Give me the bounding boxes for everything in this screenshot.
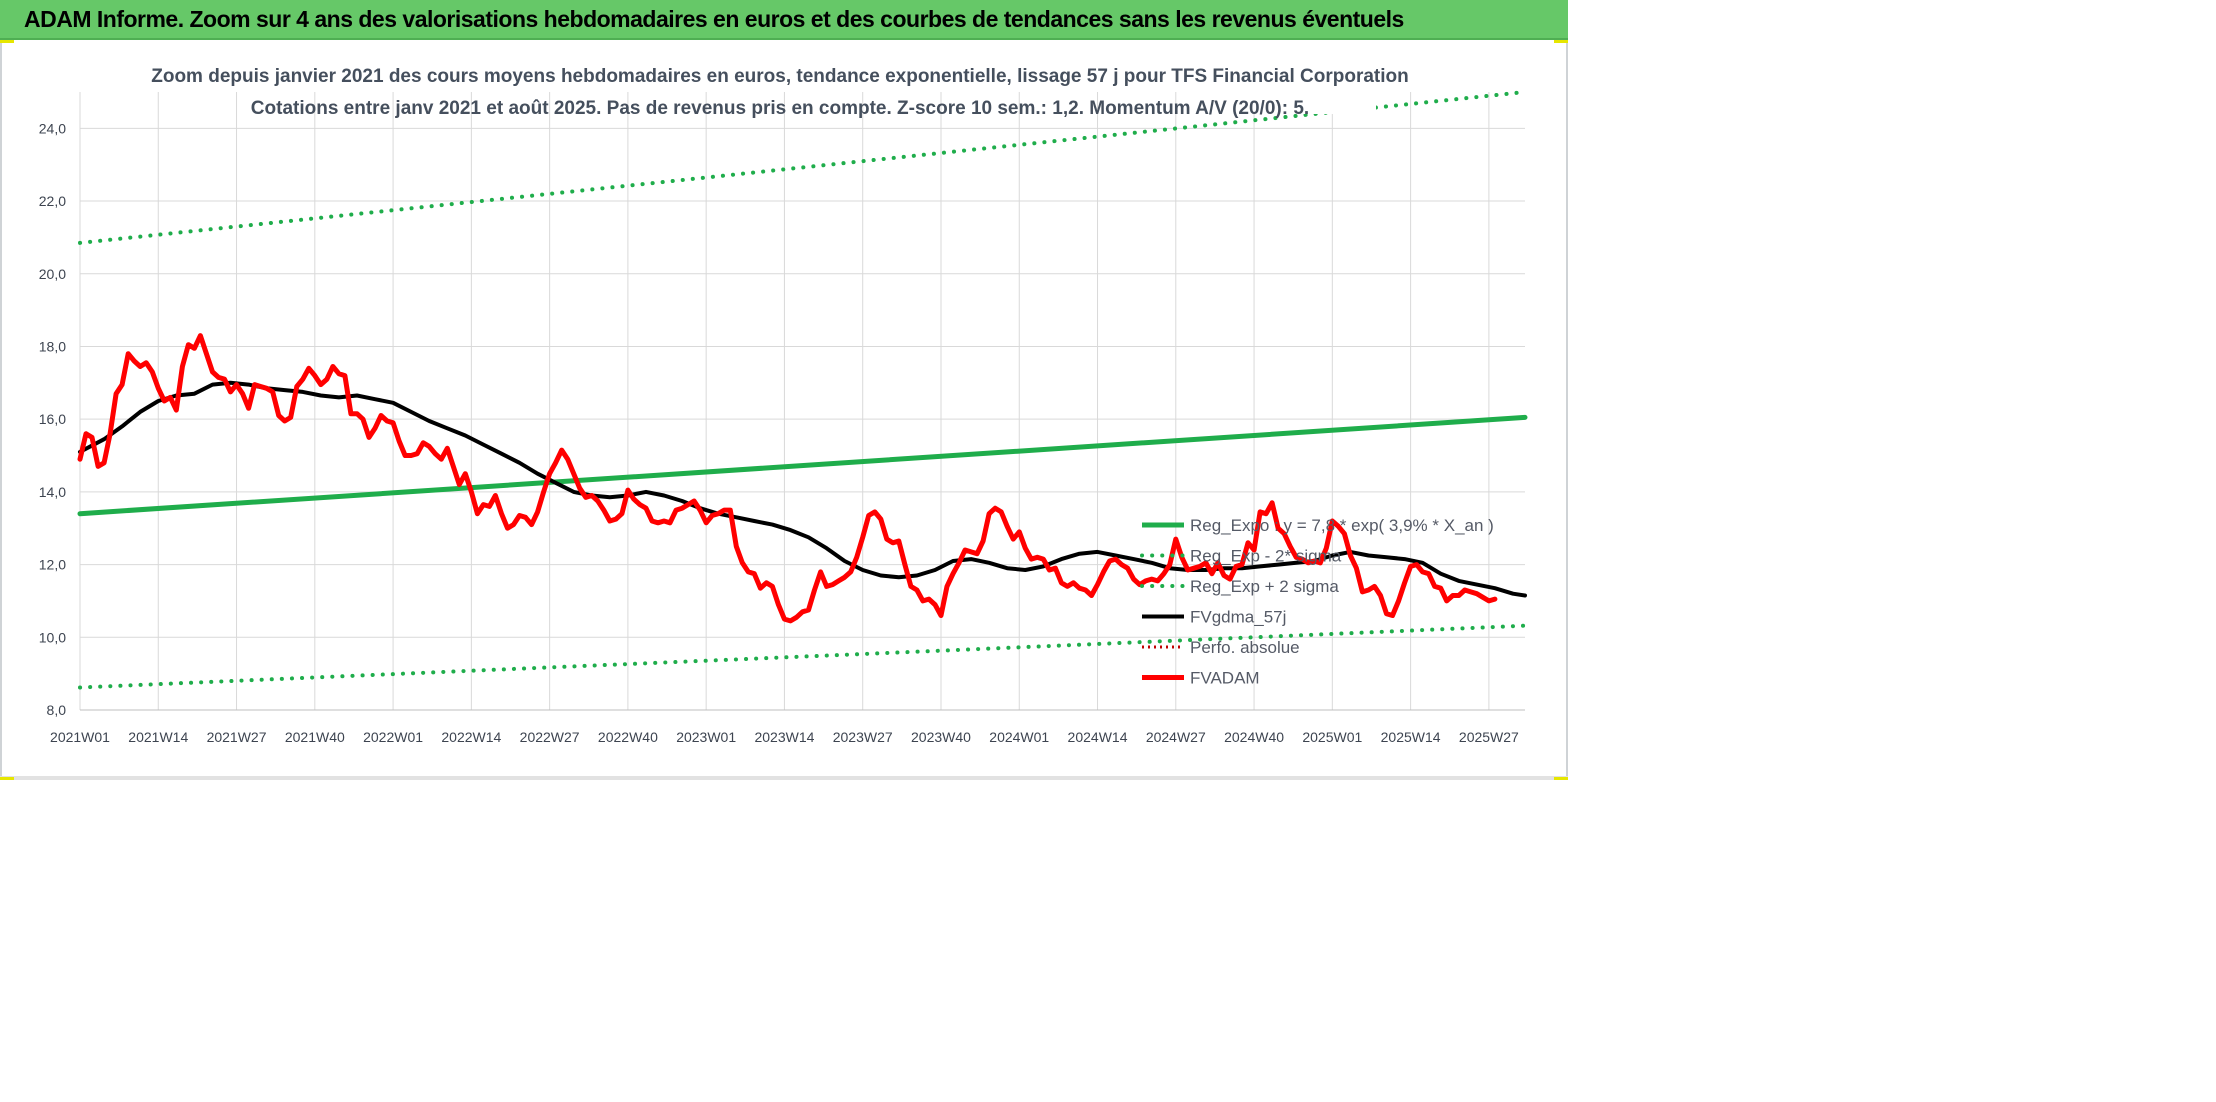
series-line-5 [77,333,1498,624]
x-axis: 2021W01 2021W14 2021W27 2021W40 2022W01 2022W… [50,729,1519,745]
y-tick-label: 10,0 [39,629,66,645]
left-border [0,40,2,780]
y-tick-label: 14,0 [39,484,66,500]
grid [79,92,1525,711]
legend-label: Reg_Exp - 2* sigma [1190,547,1342,566]
banner: ADAM Informe. Zoom sur 4 ans des valoris… [0,0,1568,40]
legend: Reg_Expo : y = 7,8 * exp( 3,9% * X_an ) R… [1140,516,1494,688]
corner-mark [1554,777,1568,780]
y-axis: 8,0 10,0 12,0 14,0 16,0 18,0 20,0 22,0 24,0 [39,120,66,718]
legend-label: Reg_Exp + 2 sigma [1190,577,1339,596]
legend-label: FVgdma_57j [1190,608,1286,627]
bottom-border [0,776,1568,780]
corner-mark [0,40,14,43]
y-tick-label: 20,0 [39,266,66,282]
chart-subtitle: Cotations entre janv 2021 et août 2025. … [251,98,1309,119]
series-line-3 [78,380,1527,598]
x-tick-label: 2021W01 [50,729,110,745]
x-tick-label: 2025W27 [1459,729,1519,745]
x-tick-label: 2024W40 [1224,729,1284,745]
x-tick-label: 2023W01 [676,729,736,745]
x-tick-label: 2025W01 [1302,729,1362,745]
right-border [1566,40,1568,780]
x-tick-label: 2022W40 [598,729,658,745]
x-tick-label: 2024W27 [1146,729,1206,745]
y-tick-label: 12,0 [39,557,66,573]
x-tick-label: 2022W01 [363,729,423,745]
y-tick-label: 16,0 [39,411,66,427]
x-tick-label: 2021W27 [207,729,267,745]
y-tick-label: 18,0 [39,338,66,354]
corner-mark [1554,40,1568,43]
x-tick-label: 2021W40 [285,729,345,745]
x-tick-label: 2023W40 [911,729,971,745]
x-tick-label: 2025W14 [1381,729,1441,745]
line-chart: Zoom depuis janvier 2021 des cours moyen… [39,66,1528,745]
x-tick-label: 2024W01 [989,729,1049,745]
y-tick-label: 24,0 [39,120,66,136]
banner-title: ADAM Informe. Zoom sur 4 ans des valoris… [24,6,1404,32]
x-tick-label: 2022W14 [441,729,501,745]
chart-title: Zoom depuis janvier 2021 des cours moyen… [151,66,1409,87]
series-line-0 [77,414,1528,517]
x-tick-label: 2021W14 [128,729,188,745]
legend-label: Perfo. absolue [1190,638,1300,657]
x-tick-label: 2022W27 [520,729,580,745]
legend-label: FVADAM [1190,669,1260,688]
series-layer [77,90,1528,690]
chart-frame: ADAM Informe. Zoom sur 4 ans des valoris… [0,0,1568,780]
y-tick-label: 22,0 [39,193,66,209]
series-line-1 [78,623,1527,690]
x-tick-label: 2023W27 [833,729,893,745]
series-line-2 [78,90,1527,245]
x-tick-label: 2024W14 [1068,729,1128,745]
title-mask [1236,70,1376,114]
legend-label: Reg_Expo : y = 7,8 * exp( 3,9% * X_an ) [1190,516,1494,535]
y-tick-label: 8,0 [47,702,67,718]
x-tick-label: 2023W14 [754,729,814,745]
corner-mark [0,777,14,780]
